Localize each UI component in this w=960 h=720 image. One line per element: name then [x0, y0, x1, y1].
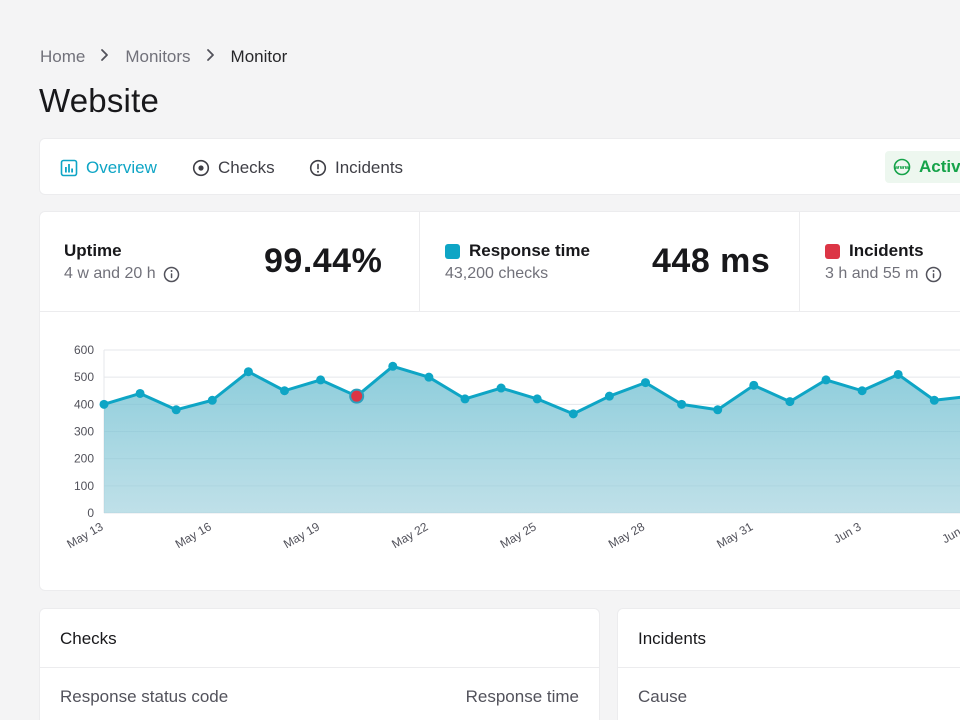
x-tick-label: May 31 — [714, 519, 755, 551]
incidents-swatch — [825, 243, 840, 259]
response-time-sub: 43,200 checks — [445, 265, 549, 282]
status-badge: www Active — [885, 151, 960, 183]
x-tick-label: Jun 6 — [939, 519, 960, 546]
chevron-right-icon — [206, 47, 216, 67]
uptime-label: Uptime — [64, 241, 122, 260]
breadcrumb-monitors[interactable]: Monitors — [125, 47, 191, 66]
data-point — [568, 409, 578, 419]
uptime-value: 99.44% — [264, 242, 383, 280]
tab-overview-label: Overview — [86, 157, 157, 177]
checks-panel-title: Checks — [60, 629, 117, 648]
alert-circle-icon — [309, 159, 327, 176]
data-point — [821, 375, 831, 385]
breadcrumb-home[interactable]: Home — [40, 47, 86, 66]
x-tick-label: May 16 — [173, 519, 214, 551]
y-axis: 0 100 200 300 400 500 600 — [74, 343, 94, 520]
tab-overview[interactable]: Overview — [60, 139, 157, 196]
uptime-sub: 4 w and 20 h — [64, 265, 180, 283]
data-point — [316, 375, 326, 385]
data-point — [207, 395, 217, 405]
data-point — [713, 405, 723, 415]
data-point — [460, 394, 470, 404]
incidents-panel: Incidents Cause — [617, 608, 960, 720]
breadcrumb: Home Monitors Monitor — [40, 47, 287, 67]
data-point — [604, 391, 614, 401]
bar-chart-icon — [60, 159, 78, 176]
x-tick-label: May 13 — [64, 519, 105, 551]
overview-card: Uptime 4 w and 20 h 99.44% Response time… — [39, 211, 960, 591]
data-point — [243, 367, 253, 377]
checks-col-response-time[interactable]: Response time — [465, 687, 579, 706]
x-tick-label: Jun 3 — [831, 519, 864, 546]
breadcrumb-monitor: Monitor — [230, 47, 288, 66]
data-point — [424, 372, 434, 382]
data-point — [785, 397, 795, 407]
y-tick-label: 0 — [87, 506, 94, 520]
response-time-value: 448 ms — [652, 242, 771, 280]
incidents-stat: Incidents 3 h and 55 m — [800, 212, 960, 312]
target-icon — [192, 159, 210, 176]
area-fill — [104, 366, 960, 513]
data-point — [857, 386, 867, 396]
globe-www-icon: www — [893, 158, 911, 176]
x-tick-label: May 25 — [498, 519, 539, 551]
incident-point — [349, 388, 365, 404]
y-tick-label: 600 — [74, 343, 94, 357]
divider — [618, 667, 960, 668]
chart-points — [99, 361, 939, 419]
data-point — [749, 380, 759, 390]
incidents-sub: 3 h and 55 m — [825, 265, 942, 283]
data-point — [677, 399, 687, 409]
data-point — [532, 394, 542, 404]
status-label: Active — [919, 157, 960, 176]
page-title: Website — [39, 82, 160, 119]
uptime-duration: 4 w and 20 h — [64, 265, 156, 282]
divider — [40, 667, 599, 668]
incidents-label-row: Incidents — [825, 241, 924, 261]
tab-incidents[interactable]: Incidents — [309, 139, 403, 196]
tab-bar: Overview Checks Incidents www Active — [39, 138, 960, 195]
data-point — [280, 386, 289, 396]
data-point — [929, 395, 939, 405]
uptime-stat: Uptime 4 w and 20 h 99.44% — [40, 212, 420, 312]
response-time-label: Response time — [469, 241, 590, 260]
checks-panel: Checks Response status code Response tim… — [39, 608, 600, 720]
info-icon[interactable] — [925, 266, 942, 283]
response-time-label-row: Response time — [445, 241, 590, 261]
x-tick-label: May 19 — [281, 519, 322, 551]
y-tick-label: 200 — [74, 452, 94, 466]
chart-area — [103, 364, 960, 513]
tab-incidents-label: Incidents — [335, 157, 404, 177]
checks-col-status-code[interactable]: Response status code — [60, 687, 229, 706]
y-tick-label: 300 — [74, 425, 94, 439]
x-tick-label: May 28 — [606, 519, 647, 551]
data-point — [99, 399, 109, 409]
incidents-col-cause[interactable]: Cause — [638, 687, 688, 706]
y-tick-label: 400 — [74, 397, 94, 411]
data-point — [171, 405, 181, 415]
data-point — [135, 388, 145, 398]
stats-row: Uptime 4 w and 20 h 99.44% Response time… — [40, 212, 960, 312]
x-axis: May 13 May 16 May 19 May 22 May 25 May 28 May … — [64, 519, 960, 551]
tab-checks-label: Checks — [218, 157, 275, 177]
y-tick-label: 100 — [74, 479, 94, 493]
response-time-swatch — [445, 243, 460, 259]
incidents-label: Incidents — [849, 241, 924, 260]
x-tick-label: May 22 — [389, 519, 430, 551]
svg-text:www: www — [894, 165, 909, 171]
y-tick-label: 500 — [74, 370, 94, 384]
incidents-panel-title: Incidents — [638, 629, 707, 648]
tab-checks[interactable]: Checks — [192, 139, 275, 196]
chevron-right-icon — [100, 47, 110, 67]
response-time-stat: Response time 43,200 checks 448 ms — [420, 212, 800, 312]
info-icon[interactable] — [163, 266, 180, 283]
data-point — [496, 383, 506, 393]
data-point — [641, 378, 650, 388]
incidents-duration: 3 h and 55 m — [825, 265, 919, 282]
data-point — [388, 361, 398, 371]
data-point — [893, 369, 903, 379]
